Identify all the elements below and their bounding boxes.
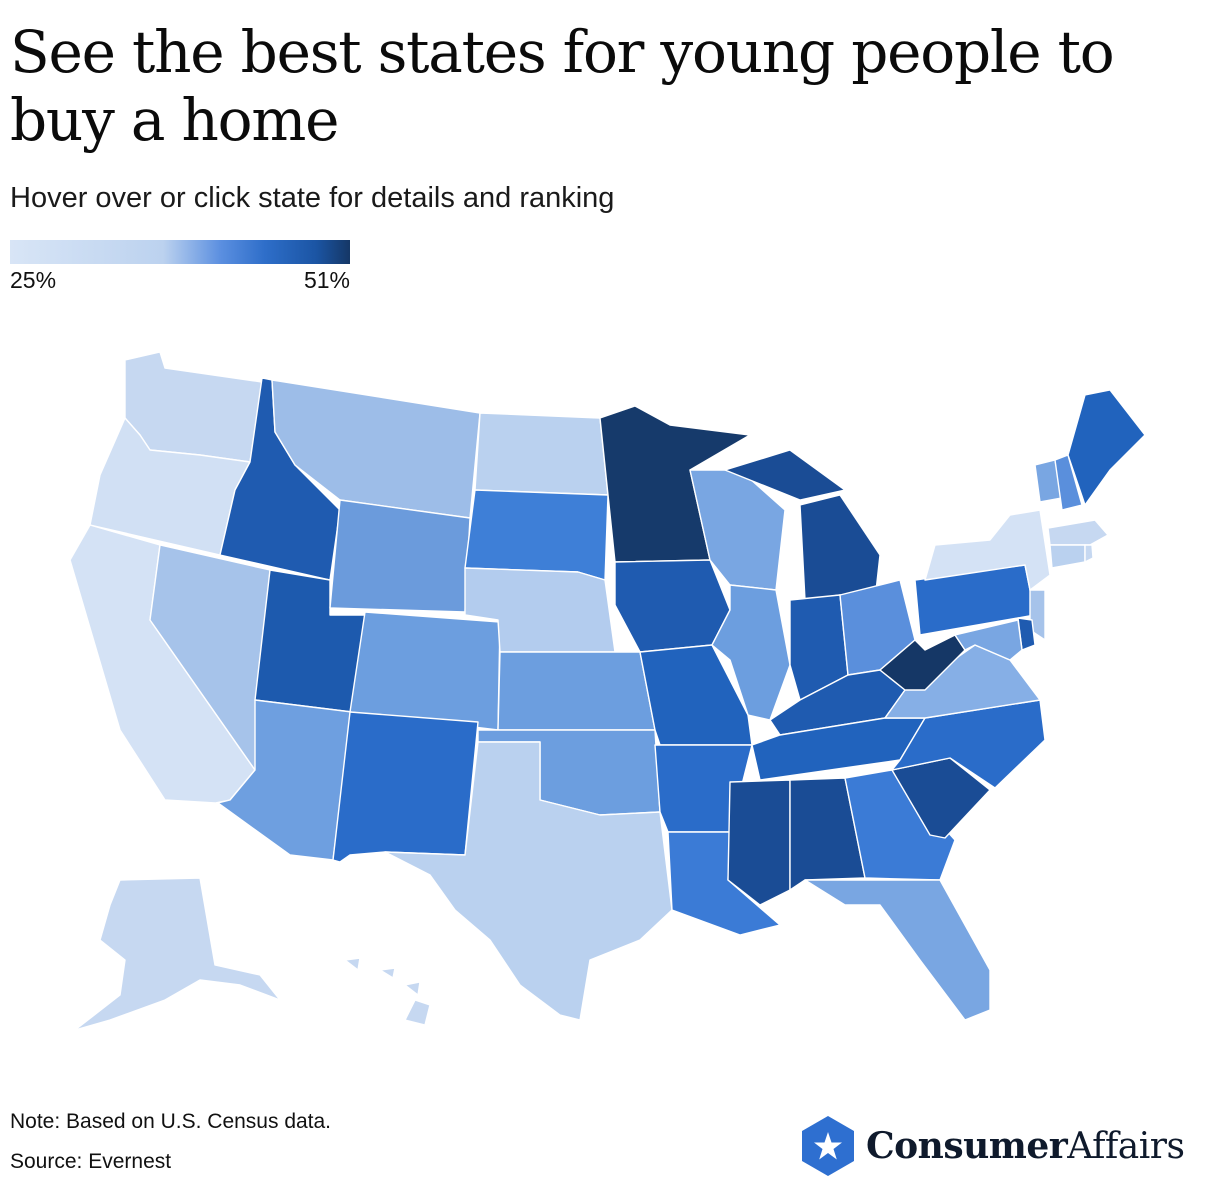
legend-min-label: 25% <box>10 267 57 293</box>
state-maine[interactable]: Maine <box>1067 389 1146 506</box>
state-alabama[interactable]: Alabama <box>789 777 866 891</box>
us-states-map: WashingtonOregonCaliforniaIdahoNevadaUta… <box>69 351 1146 1031</box>
state-connecticut[interactable]: Connecticut <box>1049 544 1086 569</box>
state-kansas[interactable]: Kansas <box>497 651 656 731</box>
state-south-dakota[interactable]: South Dakota <box>464 489 609 581</box>
state-new-york[interactable]: New York <box>924 509 1051 591</box>
state-illinois[interactable]: Illinois <box>711 584 791 721</box>
state-north-dakota[interactable]: North Dakota <box>474 412 609 496</box>
color-legend: 25% 51% <box>10 240 350 294</box>
state-wyoming[interactable]: Wyoming <box>329 499 471 613</box>
legend-gradient-bar <box>10 240 350 264</box>
state-new-jersey[interactable]: New Jersey <box>1029 589 1046 641</box>
state-florida[interactable]: Florida <box>804 879 991 1021</box>
state-new-hampshire[interactable]: New Hampshire <box>1054 454 1083 511</box>
state-hawaii[interactable]: Hawaii <box>344 957 431 1026</box>
state-georgia[interactable]: Georgia <box>844 769 956 881</box>
state-iowa[interactable]: Iowa <box>614 559 731 653</box>
state-rhode-island[interactable]: Rhode Island <box>1084 544 1094 563</box>
state-mississippi[interactable]: Mississippi <box>727 779 791 906</box>
state-colorado[interactable]: Colorado <box>349 611 501 731</box>
state-new-mexico[interactable]: New Mexico <box>332 711 479 863</box>
state-massachusetts[interactable]: Massachusetts <box>1047 519 1109 546</box>
state-texas[interactable]: Texas <box>384 741 673 1021</box>
legend-max-label: 51% <box>303 267 350 293</box>
logo-wordmark: ConsumerAffairs <box>866 1125 1185 1167</box>
logo-word-affairs: Affairs <box>1067 1126 1185 1167</box>
consumeraffairs-logo[interactable]: ConsumerAffairs <box>800 1114 1185 1178</box>
page-title: See the best states for young people to … <box>10 18 1115 154</box>
logo-word-consumer: Consumer <box>866 1125 1068 1167</box>
state-alaska[interactable]: Alaska <box>74 877 281 1031</box>
source-text: Source: Evernest <box>10 1150 172 1173</box>
note-text: Note: Based on U.S. Census data. <box>10 1110 332 1133</box>
state-maryland[interactable]: Maryland <box>954 619 1023 661</box>
star-hexagon-icon <box>802 1116 854 1176</box>
subtitle: Hover over or click state for details an… <box>10 182 615 214</box>
